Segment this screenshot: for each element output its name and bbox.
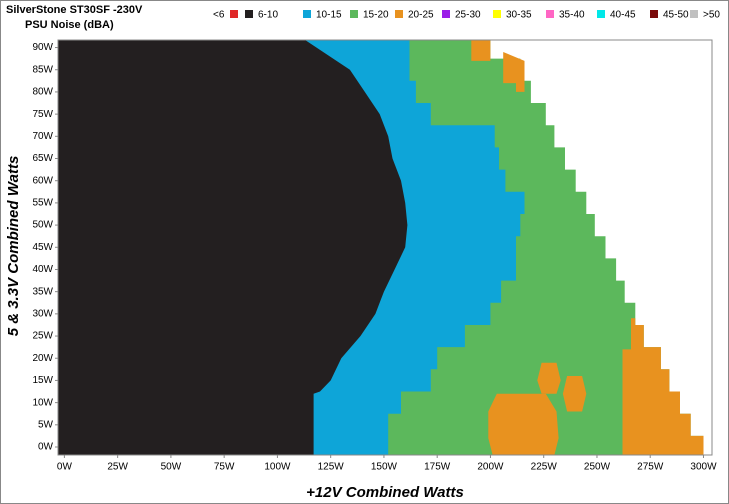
legend-swatch — [650, 10, 658, 18]
legend-label: 40-45 — [610, 10, 636, 21]
y-tick-label: 30W — [32, 308, 53, 319]
y-tick-label: 5W — [38, 419, 54, 430]
y-tick-label: 80W — [32, 87, 53, 98]
y-tick-label: 20W — [32, 353, 53, 364]
legend-swatch — [597, 10, 605, 18]
y-tick-label: 50W — [32, 220, 53, 231]
legend-swatch — [546, 10, 554, 18]
x-tick-label: 25W — [107, 462, 128, 473]
x-tick-label: 125W — [318, 462, 345, 473]
legend-label: 15-20 — [363, 10, 389, 21]
y-tick-label: 65W — [32, 153, 53, 164]
x-tick-label: 250W — [584, 462, 611, 473]
legend-label: 25-30 — [455, 10, 481, 21]
noise-region — [503, 52, 525, 92]
noise-region — [58, 40, 408, 455]
y-tick-label: 90W — [32, 42, 53, 53]
noise-region — [537, 362, 561, 394]
legend-swatch — [245, 10, 253, 18]
y-tick-label: 45W — [32, 242, 53, 253]
x-tick-label: 75W — [214, 462, 235, 473]
noise-region — [562, 376, 587, 412]
x-tick-label: 0W — [57, 462, 73, 473]
x-tick-label: 50W — [161, 462, 182, 473]
legend-label: 45-50 — [663, 10, 689, 21]
legend-swatch — [230, 10, 238, 18]
legend-label: 30-35 — [506, 10, 532, 21]
legend-label: 10-15 — [316, 10, 342, 21]
legend-swatch — [690, 10, 698, 18]
legend-label: 35-40 — [559, 10, 585, 21]
legend-swatch — [395, 10, 403, 18]
chart-title: SilverStone ST30SF -230V — [6, 4, 143, 16]
y-tick-label: 25W — [32, 331, 53, 342]
legend-label: 6-10 — [258, 10, 278, 21]
y-tick-label: 70W — [32, 131, 53, 142]
y-tick-label: 60W — [32, 175, 53, 186]
x-tick-label: 225W — [531, 462, 558, 473]
legend-swatch — [350, 10, 358, 18]
y-tick-label: 10W — [32, 397, 53, 408]
x-tick-label: 300W — [690, 462, 717, 473]
legend-label: >50 — [703, 10, 720, 21]
y-axis-label: 5 & 3.3V Combined Watts — [5, 156, 22, 337]
noise-region — [471, 40, 491, 61]
y-tick-label: 55W — [32, 198, 53, 209]
y-tick-label: 15W — [32, 375, 53, 386]
y-tick-label: 75W — [32, 109, 53, 120]
x-tick-label: 100W — [264, 462, 291, 473]
noise-region — [622, 318, 704, 455]
y-tick-label: 40W — [32, 264, 53, 275]
legend-swatch — [493, 10, 501, 18]
noise-region — [488, 393, 559, 455]
x-tick-label: 150W — [371, 462, 398, 473]
legend-label: <6 — [213, 10, 225, 21]
x-tick-label: 275W — [637, 462, 664, 473]
legend-label: 20-25 — [408, 10, 434, 21]
chart-subtitle: PSU Noise (dBA) — [25, 19, 114, 31]
y-tick-label: 0W — [38, 442, 54, 453]
y-tick-label: 35W — [32, 286, 53, 297]
x-tick-label: 175W — [424, 462, 451, 473]
y-tick-label: 85W — [32, 64, 53, 75]
x-tick-label: 200W — [477, 462, 504, 473]
legend-swatch — [303, 10, 311, 18]
x-axis-label: +12V Combined Watts — [306, 484, 464, 501]
legend-swatch — [442, 10, 450, 18]
